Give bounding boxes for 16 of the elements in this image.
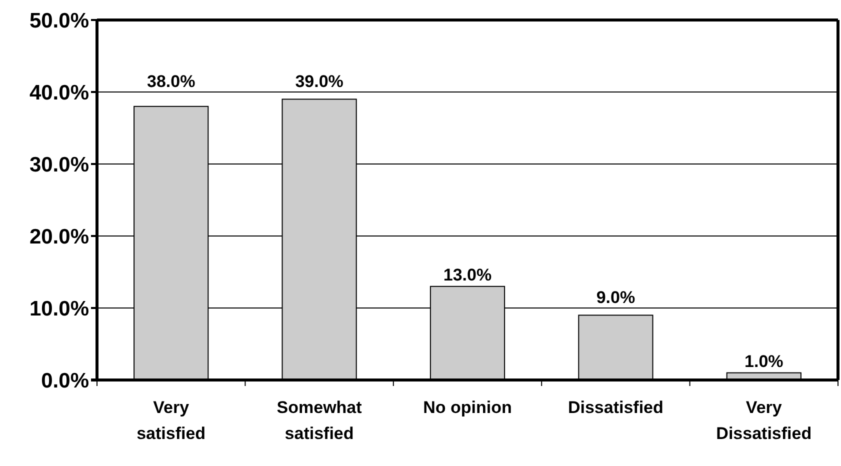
y-tick-label: 30.0% [29,153,90,176]
data-label: 1.0% [744,352,784,371]
y-tick-label: 0.0% [41,369,90,392]
x-tick-label: Somewhat satisfied [276,398,362,443]
y-tick-label: 50.0% [29,9,90,32]
x-tick-label: Dissatisfied [568,398,664,417]
data-label: 9.0% [596,288,636,307]
y-tick-label: 10.0% [29,297,90,320]
x-tick-label: No opinion [423,398,512,417]
data-label: 13.0% [443,265,492,284]
x-tick-label: Very satisfied [136,398,206,443]
y-tick-label: 20.0% [29,225,90,248]
x-tick-label: Very Dissatisfied [716,398,812,443]
y-tick-label: 40.0% [29,81,90,104]
data-label: 38.0% [147,72,196,91]
data-label: 39.0% [295,72,344,91]
